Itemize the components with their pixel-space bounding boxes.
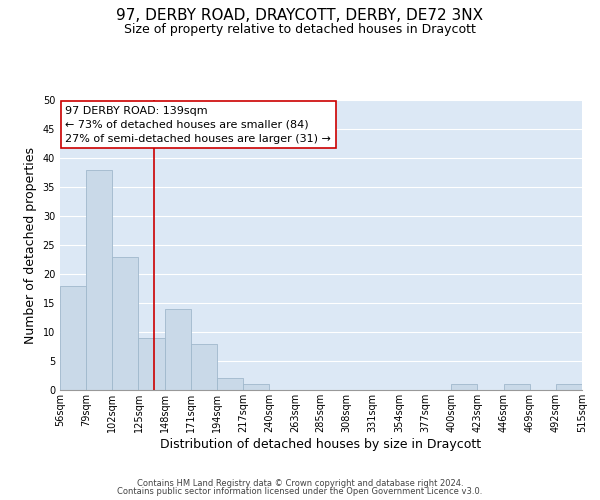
Y-axis label: Number of detached properties: Number of detached properties xyxy=(24,146,37,344)
Bar xyxy=(86,170,112,390)
Bar xyxy=(60,286,86,390)
Text: Contains HM Land Registry data © Crown copyright and database right 2024.: Contains HM Land Registry data © Crown c… xyxy=(137,478,463,488)
Bar xyxy=(503,384,530,390)
Bar xyxy=(243,384,269,390)
Text: Contains public sector information licensed under the Open Government Licence v3: Contains public sector information licen… xyxy=(118,487,482,496)
Text: 97 DERBY ROAD: 139sqm
← 73% of detached houses are smaller (84)
27% of semi-deta: 97 DERBY ROAD: 139sqm ← 73% of detached … xyxy=(65,106,331,144)
Text: Size of property relative to detached houses in Draycott: Size of property relative to detached ho… xyxy=(124,22,476,36)
Bar xyxy=(451,384,478,390)
Bar xyxy=(217,378,243,390)
Text: 97, DERBY ROAD, DRAYCOTT, DERBY, DE72 3NX: 97, DERBY ROAD, DRAYCOTT, DERBY, DE72 3N… xyxy=(116,8,484,22)
Bar xyxy=(191,344,217,390)
Bar xyxy=(556,384,582,390)
X-axis label: Distribution of detached houses by size in Draycott: Distribution of detached houses by size … xyxy=(160,438,482,450)
Bar xyxy=(139,338,164,390)
Bar xyxy=(112,256,139,390)
Bar xyxy=(164,309,191,390)
